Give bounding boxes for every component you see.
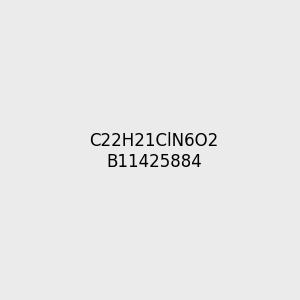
Text: C22H21ClN6O2
B11425884: C22H21ClN6O2 B11425884 bbox=[89, 132, 218, 171]
